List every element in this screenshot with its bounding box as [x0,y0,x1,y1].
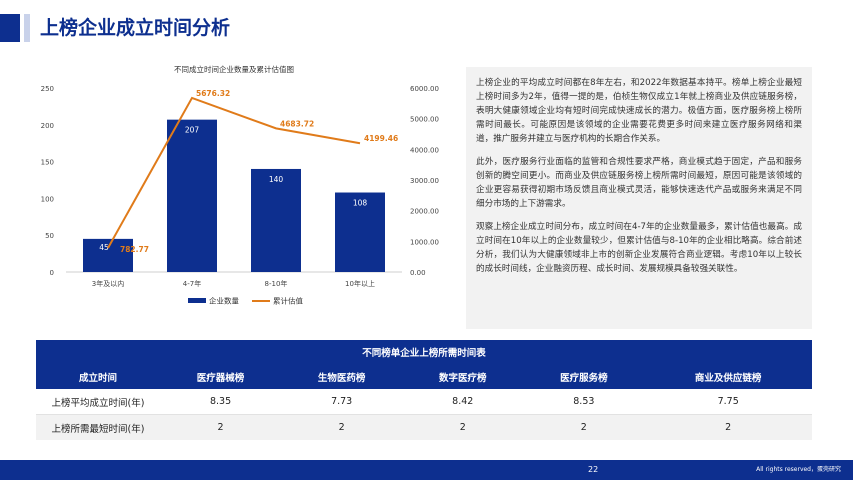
legend-label: 企业数量 [209,296,239,306]
table-header-cell: 数字医疗榜 [402,364,524,389]
y-left-tick-label: 0 [50,269,54,277]
table-cell: 上榜所需最短时间(年) [36,414,160,440]
y-right-tick-label: 1000.00 [410,238,439,246]
table-cell: 2 [160,414,282,440]
bar [83,238,133,272]
analysis-panel: 上榜企业的平均成立时间都在8年左右，和2022年数据基本持平。榜单上榜企业最短上… [466,67,812,329]
x-tick-label: 4-7年 [183,279,201,288]
table-header-cell: 成立时间 [36,364,160,389]
bar-value-label: 207 [185,126,200,135]
legend-label: 累计估值 [273,296,303,306]
bar [251,168,301,272]
bar-value-label: 140 [269,175,284,184]
table-cell: 8.42 [402,389,524,415]
y-left-tick-label: 150 [41,159,54,167]
bar-value-label: 108 [353,199,368,208]
table-cell: 上榜平均成立时间(年) [36,389,160,415]
table-cell: 8.53 [523,389,645,415]
listing-time-table: 不同榜单企业上榜所需时间表 成立时间 医疗器械榜 生物医药榜 数字医疗榜 医疗服… [36,340,812,440]
table-row: 上榜所需最短时间(年) 2 2 2 2 2 [36,414,812,440]
y-left-tick-label: 250 [41,85,54,93]
line-value-label: 4199.46 [364,134,398,143]
line-value-label: 5676.32 [196,89,230,98]
footer-bar: 22 All rights reserved，蛋壳研究 [0,460,853,480]
page-number: 22 [588,465,599,474]
table-caption: 不同榜单企业上榜所需时间表 [36,340,812,364]
table-header-row: 成立时间 医疗器械榜 生物医药榜 数字医疗榜 医疗服务榜 商业及供应链榜 [36,364,812,389]
legend-swatch-bar [188,298,206,303]
table-header-cell: 医疗服务榜 [523,364,645,389]
line-value-label: 782.77 [120,245,149,254]
analysis-paragraph-2: 此外，医疗服务行业面临的监管和合规性要求严格，商业模式趋于固定，产品和服务创新的… [476,157,802,209]
table-cell: 7.73 [281,389,403,415]
bar [335,192,385,272]
analysis-paragraph-1: 上榜企业的平均成立时间都在8年左右，和2022年数据基本持平。榜单上榜企业最短上… [476,78,802,144]
y-left-tick-label: 200 [41,122,54,130]
copyright-text: All rights reserved，蛋壳研究 [756,466,841,473]
bar [167,119,217,272]
table-header-cell: 生物医药榜 [281,364,403,389]
y-right-tick-label: 3000.00 [410,177,439,185]
combo-chart: 不同成立时间企业数量及累计估值图 0 50 100 150 200 250 0.00 1000.… [30,58,450,320]
table-cell: 7.75 [644,389,812,415]
table-cell: 8.35 [160,389,282,415]
x-tick-label: 3年及以内 [92,279,124,288]
table-header-cell: 医疗器械榜 [160,364,282,389]
series-line [107,96,361,249]
chart-svg: 不同成立时间企业数量及累计估值图 0 50 100 150 200 250 0.00 1000.… [41,64,439,306]
y-right-tick-label: 5000.00 [410,116,439,124]
y-right-tick-label: 6000.00 [410,85,439,93]
y-right-tick-label: 4000.00 [410,146,439,154]
table-row: 上榜平均成立时间(年) 8.35 7.73 8.42 8.53 7.75 [36,389,812,415]
x-tick-label: 10年以上 [345,279,375,288]
bar-value-label: 45 [99,243,109,252]
table-cell: 2 [402,414,524,440]
analysis-paragraph-3: 观察上榜企业成立时间分布，成立时间在4-7年的企业数量最多，累计估值也最高。成立… [476,222,802,274]
y-left-tick-label: 100 [41,195,54,203]
y-right-tick-label: 2000.00 [410,208,439,216]
table-header-cell: 商业及供应链榜 [644,364,812,389]
x-tick-label: 8-10年 [265,279,288,288]
table-cell: 2 [523,414,645,440]
table-cell: 2 [644,414,812,440]
line-value-label: 4683.72 [280,119,314,128]
title-accent-bar [0,14,20,42]
y-left-tick-label: 50 [45,232,54,240]
y-right-tick-label: 0.00 [410,269,426,277]
page-title: 上榜企业成立时间分析 [40,17,231,39]
table-cell: 2 [281,414,403,440]
chart-title: 不同成立时间企业数量及累计估值图 [174,64,294,74]
title-accent-bar-light [24,14,30,42]
